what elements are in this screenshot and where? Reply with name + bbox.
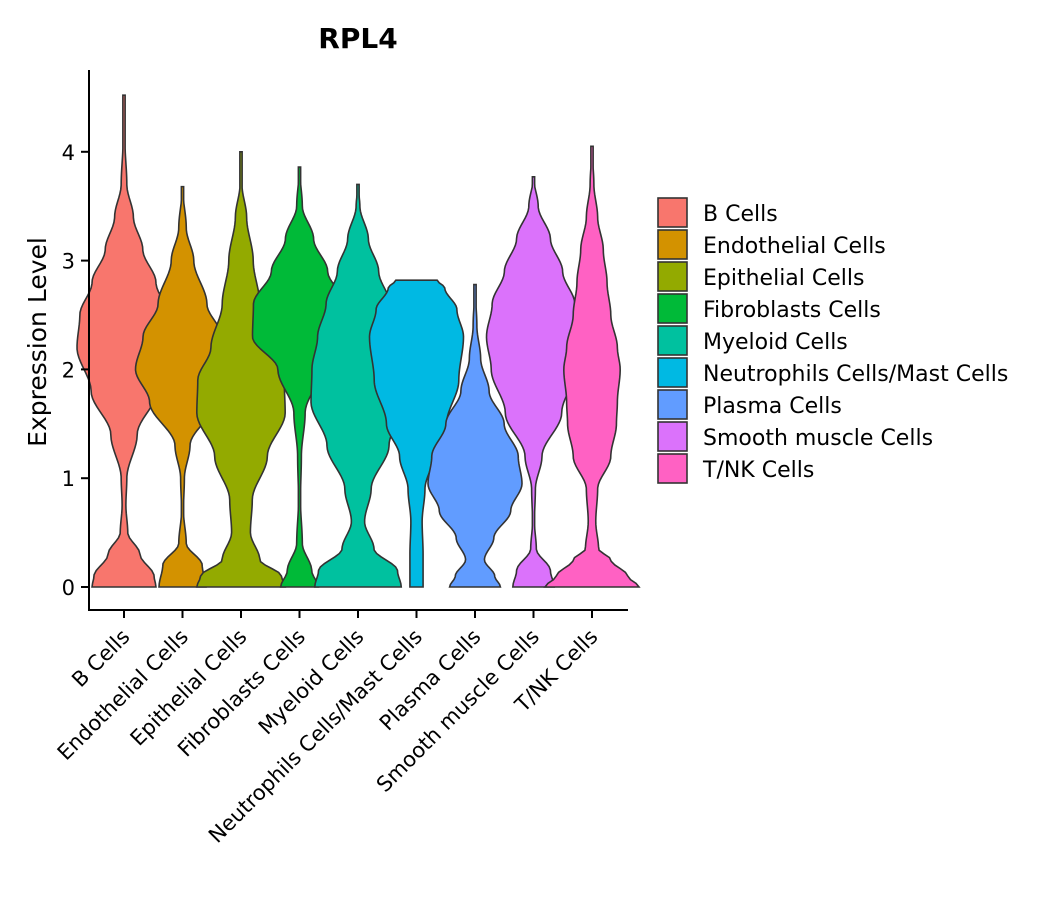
- legend-label-neutrophils-cells-mast-cells: Neutrophils Cells/Mast Cells: [703, 362, 1008, 387]
- x-tick-label-neutrophils-cells-mast-cells: Neutrophils Cells/Mast Cells: [204, 625, 427, 848]
- legend-label-myeloid-cells: Myeloid Cells: [703, 330, 848, 355]
- violin-epithelial-cells: [195, 151, 287, 588]
- y-axis-title: Expression Level: [23, 237, 52, 447]
- y-tick-label-2: 2: [62, 358, 75, 382]
- violins-group: [76, 94, 641, 588]
- violin-t-nk-cells: [543, 145, 641, 588]
- legend-label-epithelial-cells: Epithelial Cells: [703, 266, 864, 291]
- violin-neutrophils-cells-mast-cells: [368, 279, 465, 588]
- x-tick-label-plasma-cells: Plasma Cells: [375, 625, 486, 736]
- y-tick-label-0: 0: [62, 576, 75, 600]
- legend-key-fibroblasts-cells: [657, 293, 688, 324]
- y-tick-label-3: 3: [62, 250, 75, 274]
- violin-myeloid-cells: [310, 183, 406, 588]
- legend-label-fibroblasts-cells: Fibroblasts Cells: [703, 298, 881, 323]
- violin-plasma-cells: [427, 283, 523, 588]
- legend-key-epithelial-cells: [657, 261, 688, 292]
- chart-title: RPL4: [318, 22, 397, 55]
- legend-label-smooth-muscle-cells: Smooth muscle Cells: [703, 426, 933, 451]
- violin-smooth-muscle-cells: [485, 176, 582, 588]
- violin-b-cells: [76, 94, 172, 588]
- legend-key-myeloid-cells: [657, 325, 688, 356]
- legend-label-b-cells: B Cells: [703, 202, 778, 227]
- legend-label-t-nk-cells: T/NK Cells: [702, 458, 814, 483]
- legend: B Cells Endothelial Cells Epithelial Cells…: [657, 197, 1008, 484]
- legend-key-t-nk-cells: [657, 453, 688, 484]
- violin-fibroblasts-cells: [251, 166, 348, 588]
- legend-key-plasma-cells: [657, 389, 688, 420]
- legend-label-endothelial-cells: Endothelial Cells: [703, 234, 886, 259]
- y-ticks-group: 0 1 2 3 4: [62, 141, 89, 600]
- legend-key-neutrophils-cells-mast-cells: [657, 357, 688, 388]
- legend-key-smooth-muscle-cells: [657, 421, 688, 452]
- legend-label-plasma-cells: Plasma Cells: [703, 394, 842, 419]
- y-tick-label-4: 4: [62, 141, 75, 165]
- legend-key-b-cells: [657, 197, 688, 228]
- violin-endothelial-cells: [134, 185, 231, 588]
- y-tick-label-1: 1: [62, 467, 75, 491]
- legend-key-endothelial-cells: [657, 229, 688, 260]
